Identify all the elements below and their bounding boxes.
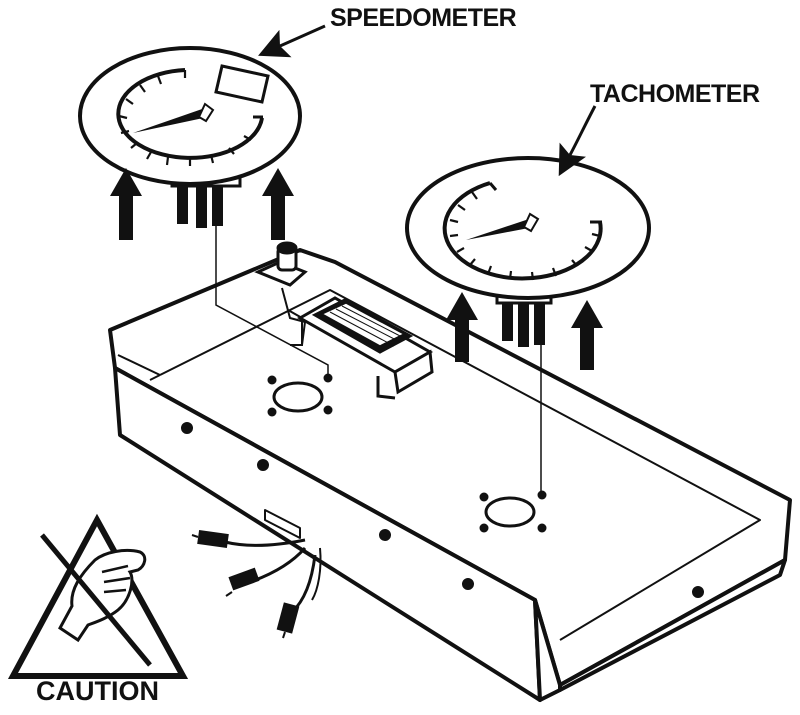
bulb-socket	[254, 241, 308, 346]
tachometer-mount-holes	[479, 490, 547, 533]
esd-hand-caution-icon	[7, 513, 189, 679]
speedometer-mount-holes	[267, 373, 333, 417]
tachometer-label: TACHOMETER	[590, 80, 760, 108]
up-arrow-icon	[571, 300, 603, 370]
tachometer-arrows	[446, 292, 603, 370]
speedometer-guide-line	[215, 205, 329, 376]
cluster-housing	[108, 248, 792, 702]
speedometer-arrows	[110, 168, 294, 240]
caution-label: CAUTION	[36, 676, 159, 706]
speedometer-callout-arrow	[258, 24, 326, 58]
up-arrow-icon	[446, 292, 478, 362]
circuit-connector	[287, 296, 434, 400]
speedometer-gauge	[78, 46, 302, 228]
tachometer-callout-arrow	[558, 105, 597, 177]
up-arrow-icon	[110, 168, 142, 240]
wiring-harness	[191, 529, 322, 639]
tachometer-gauge	[405, 156, 651, 347]
up-arrow-icon	[262, 168, 294, 240]
speedometer-label: SPEEDOMETER	[330, 4, 517, 32]
